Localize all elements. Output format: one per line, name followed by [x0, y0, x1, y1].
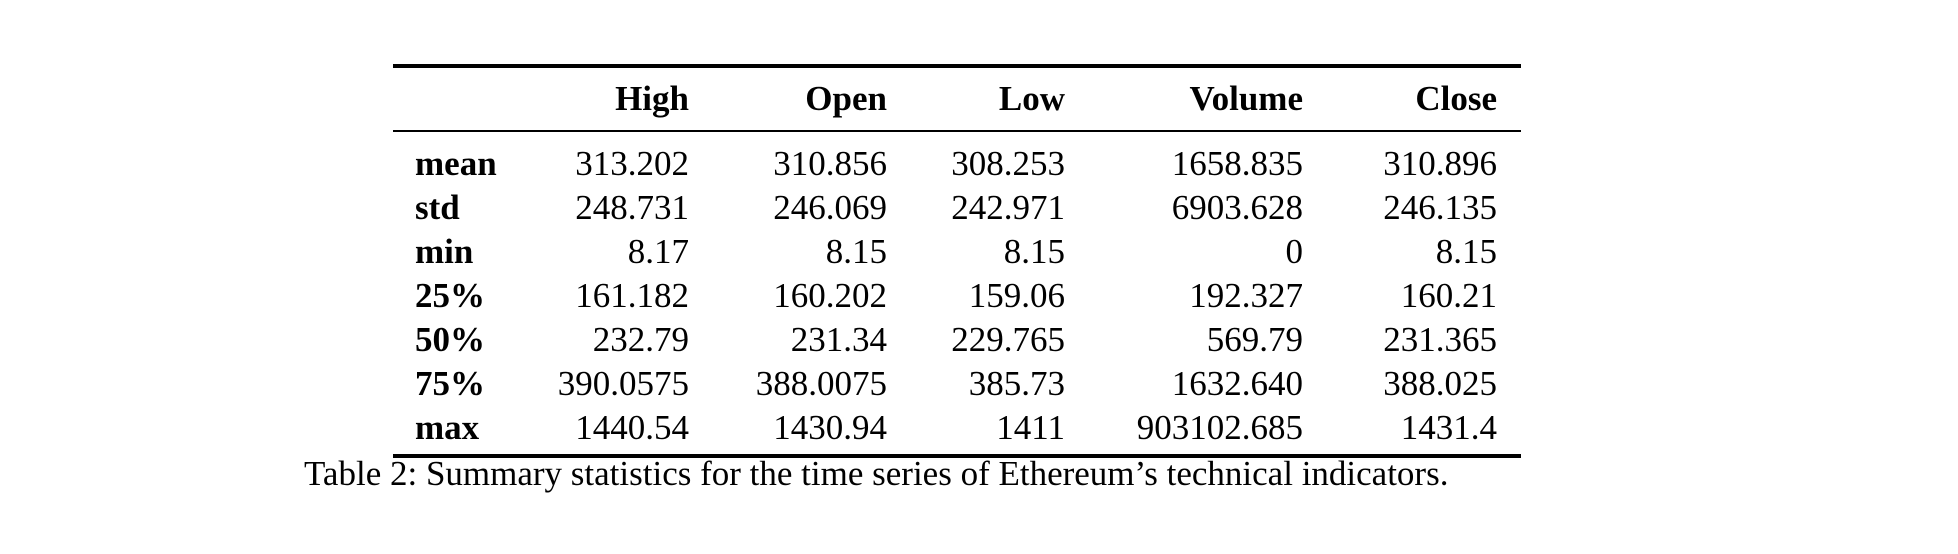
table-cell: 192.327 [1189, 276, 1303, 315]
table-cell: 1430.94 [773, 408, 887, 447]
table-cell: 8.15 [1435, 232, 1497, 271]
row-label: max [415, 408, 480, 447]
table-row: 25% 161.182 160.202 159.06 192.327 160.2… [393, 274, 1521, 318]
table-cell: 310.856 [773, 144, 887, 183]
table-cell: 388.0075 [755, 364, 887, 403]
table-cell: 569.79 [1206, 320, 1303, 359]
table-caption: Table 2: Summary statistics for the time… [304, 454, 1449, 493]
table-cell: 246.135 [1383, 188, 1497, 227]
row-label: min [415, 232, 474, 271]
column-header-low: Low [998, 79, 1065, 118]
table-row: std 248.731 246.069 242.971 6903.628 246… [393, 186, 1521, 230]
table-cell: 8.15 [1003, 232, 1065, 271]
row-label: 50% [415, 320, 485, 359]
table-cell: 903102.685 [1136, 408, 1303, 447]
table-cell: 232.79 [592, 320, 689, 359]
table-cell: 8.17 [627, 232, 689, 271]
table-cell: 385.73 [968, 364, 1065, 403]
table-row: 75% 390.0575 388.0075 385.73 1632.640 38… [393, 362, 1521, 406]
table-cell: 229.765 [951, 320, 1065, 359]
table-cell: 0 [1285, 232, 1304, 271]
table-row: mean 313.202 310.856 308.253 1658.835 31… [393, 131, 1521, 186]
table-cell: 160.202 [773, 276, 887, 315]
row-label: 25% [415, 276, 485, 315]
table-cell: 231.34 [790, 320, 887, 359]
table-cell: 1411 [996, 408, 1065, 447]
table-cell: 1658.835 [1171, 144, 1303, 183]
table-row: 50% 232.79 231.34 229.765 569.79 231.365 [393, 318, 1521, 362]
table-cell: 313.202 [575, 144, 689, 183]
table-cell: 8.15 [825, 232, 887, 271]
table-row: min 8.17 8.15 8.15 0 8.15 [393, 230, 1521, 274]
column-header-close: Close [1415, 79, 1497, 118]
table-cell: 308.253 [951, 144, 1065, 183]
column-header-open: Open [805, 79, 887, 118]
table-cell: 248.731 [575, 188, 689, 227]
table-cell: 1632.640 [1171, 364, 1303, 403]
table-cell: 161.182 [575, 276, 689, 315]
table-cell: 1440.54 [575, 408, 689, 447]
table-cell: 388.025 [1383, 364, 1497, 403]
table-cell: 246.069 [773, 188, 887, 227]
summary-statistics-table: High Open Low Volume Close mean 313.202 … [393, 64, 1521, 458]
table-cell: 231.365 [1383, 320, 1497, 359]
table-cell: 310.896 [1383, 144, 1497, 183]
row-label: mean [415, 144, 497, 183]
table-cell: 159.06 [968, 276, 1065, 315]
table-header-row: High Open Low Volume Close [393, 66, 1521, 131]
table-cell: 242.971 [951, 188, 1065, 227]
table-row: max 1440.54 1430.94 1411 903102.685 1431… [393, 406, 1521, 456]
row-label: std [415, 188, 460, 227]
column-header-volume: Volume [1189, 79, 1303, 118]
column-header-high: High [615, 79, 689, 118]
summary-statistics-table-container: High Open Low Volume Close mean 313.202 … [393, 64, 1521, 458]
table-cell: 160.21 [1400, 276, 1497, 315]
table-cell: 1431.4 [1400, 408, 1497, 447]
table-corner-cell [393, 66, 533, 131]
row-label: 75% [415, 364, 485, 403]
table-cell: 390.0575 [557, 364, 689, 403]
table-cell: 6903.628 [1171, 188, 1303, 227]
